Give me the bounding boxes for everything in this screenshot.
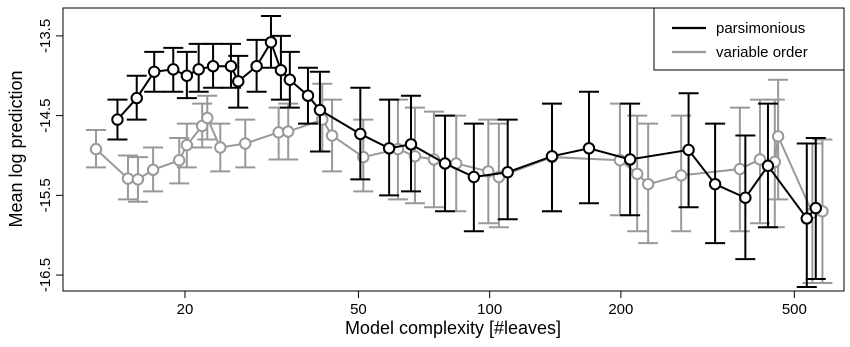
x-axis-label: Model complexity [#leaves] bbox=[345, 318, 561, 338]
data-point bbox=[408, 150, 422, 163]
y-tick-label-3: -16.5 bbox=[37, 258, 54, 292]
series-layer bbox=[86, 14, 833, 289]
data-point bbox=[148, 65, 161, 78]
data-point bbox=[224, 59, 238, 73]
x-tick-label-500: 500 bbox=[782, 301, 807, 318]
data-point bbox=[382, 142, 396, 155]
data-point bbox=[733, 162, 747, 176]
data-point bbox=[630, 167, 644, 181]
y-tick-label-2: -15.5 bbox=[37, 178, 54, 212]
data-point bbox=[180, 69, 194, 82]
data-point bbox=[753, 153, 767, 166]
data-point bbox=[545, 150, 559, 163]
y-tick-label-0: -13.5 bbox=[37, 19, 54, 53]
data-point bbox=[771, 130, 785, 143]
data-point bbox=[283, 73, 297, 86]
data-point bbox=[641, 177, 655, 191]
y-axis: -13.5 -14.5 -15.5 -16.5 bbox=[37, 19, 63, 292]
x-axis: 20 50 100 200 500 bbox=[177, 291, 807, 318]
data-point bbox=[809, 201, 822, 215]
data-point bbox=[274, 63, 288, 77]
data-point bbox=[214, 141, 227, 154]
data-point bbox=[438, 157, 452, 170]
legend: parsimonious variable order bbox=[653, 7, 845, 71]
x-tick-label-20: 20 bbox=[177, 301, 194, 318]
data-point bbox=[313, 103, 327, 117]
x-tick-label-100: 100 bbox=[477, 301, 502, 318]
data-point bbox=[800, 212, 813, 225]
data-point bbox=[301, 89, 315, 102]
data-point bbox=[354, 127, 367, 141]
data-point bbox=[201, 111, 214, 125]
x-tick-label-50: 50 bbox=[350, 301, 367, 318]
data-point bbox=[325, 129, 339, 142]
data-point bbox=[582, 142, 596, 155]
series-variable-order bbox=[86, 78, 833, 285]
data-point bbox=[173, 154, 186, 167]
legend-label-parsimonious: parsimonious bbox=[716, 20, 805, 37]
y-axis-label: Mean log prediction bbox=[6, 70, 26, 227]
data-point bbox=[264, 36, 278, 49]
data-point bbox=[682, 143, 695, 157]
legend-label-variable-order: variable order bbox=[716, 44, 808, 61]
plot-frame bbox=[62, 7, 845, 292]
data-point bbox=[501, 166, 514, 179]
data-point bbox=[232, 75, 245, 88]
data-point bbox=[739, 191, 752, 204]
data-point bbox=[281, 125, 295, 138]
data-point bbox=[708, 177, 722, 191]
data-point bbox=[192, 63, 205, 76]
x-tick-label-200: 200 bbox=[608, 301, 633, 318]
data-point bbox=[89, 142, 103, 156]
data-point bbox=[206, 59, 220, 73]
data-point bbox=[250, 59, 263, 73]
data-point bbox=[623, 153, 637, 166]
data-point bbox=[146, 163, 160, 177]
data-point bbox=[167, 63, 180, 76]
data-point bbox=[674, 169, 688, 182]
data-point bbox=[121, 172, 135, 185]
data-point bbox=[111, 113, 124, 126]
data-point bbox=[467, 170, 481, 184]
y-tick-label-1: -14.5 bbox=[37, 99, 54, 133]
series-parsimonious bbox=[107, 14, 826, 289]
data-point bbox=[180, 138, 194, 152]
data-point bbox=[404, 138, 418, 151]
legend-box bbox=[653, 7, 845, 71]
data-point bbox=[131, 173, 145, 186]
data-point bbox=[761, 159, 775, 173]
data-point bbox=[130, 91, 143, 105]
data-point bbox=[239, 137, 252, 150]
